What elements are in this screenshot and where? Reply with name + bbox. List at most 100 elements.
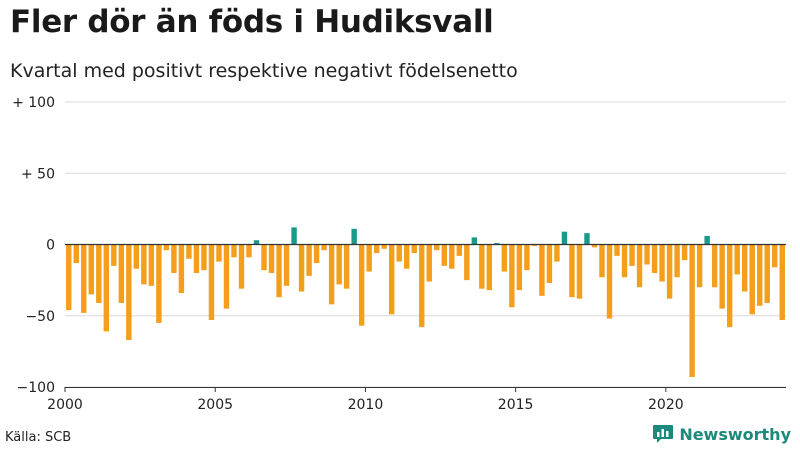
bar-negative (298, 244, 305, 292)
x-tick-label: 2000 (47, 397, 83, 413)
bar-negative (103, 244, 110, 332)
bar-negative (343, 244, 350, 289)
bar-negative (88, 244, 94, 295)
bar-negative (524, 244, 530, 271)
bar-positive (584, 233, 590, 245)
bar-negative (381, 244, 387, 249)
bar-positive (494, 243, 500, 245)
bar-negative (629, 244, 635, 266)
bar-negative (336, 244, 342, 285)
newsworthy-chart-icon (653, 425, 674, 443)
bar-positive (704, 235, 710, 245)
bar-negative (358, 244, 365, 326)
bar-negative (201, 244, 207, 271)
y-tick-label: + 50 (21, 166, 55, 182)
bar-negative (268, 244, 275, 273)
bar-negative (133, 244, 140, 269)
x-tick-label: 2005 (197, 397, 233, 413)
bar-negative (223, 244, 230, 309)
bar-negative (726, 244, 733, 328)
bar-negative (741, 244, 748, 292)
bar-negative (231, 244, 237, 258)
bar-positive (253, 240, 260, 245)
bar-negative (111, 244, 117, 266)
bar-negative (186, 244, 192, 259)
source-label: Källa: SCB (5, 430, 72, 445)
bar-negative (531, 244, 538, 246)
bar-negative (606, 244, 613, 319)
bar-negative (711, 244, 718, 288)
bar-negative (779, 244, 785, 321)
bar-negative (366, 244, 372, 272)
x-tick-label: 2010 (348, 397, 384, 413)
bar-negative (757, 244, 763, 306)
bar-negative (141, 244, 147, 285)
chart-subtitle: Kvartal med positivt respektive negativt… (10, 60, 518, 82)
bar-negative (644, 244, 650, 265)
bar-negative (659, 244, 665, 282)
bar-negative (238, 244, 245, 289)
chart-title: Fler dör än föds i Hudiksvall (10, 4, 494, 40)
bar-negative (569, 244, 575, 298)
x-tick-label: 2020 (648, 397, 684, 413)
bar-negative (449, 244, 455, 269)
bar-negative (734, 244, 740, 275)
bar-negative (81, 244, 87, 313)
bar-negative (178, 244, 185, 293)
bar-negative (651, 244, 658, 273)
bar-positive (561, 231, 568, 245)
bar-negative (156, 244, 162, 323)
bar-negative (772, 244, 778, 268)
bar-negative (546, 244, 553, 283)
bar-negative (509, 244, 515, 308)
bar-negative (689, 244, 695, 378)
bar-negative (456, 244, 463, 256)
bar-negative (681, 244, 688, 261)
bar-negative (666, 244, 673, 299)
bar-negative (486, 244, 493, 291)
bar-negative (539, 244, 545, 296)
bar-negative (193, 244, 200, 273)
bar-negative (426, 244, 432, 282)
bar-negative (396, 244, 402, 262)
bar-positive (471, 237, 478, 245)
bar-negative (764, 244, 770, 303)
y-tick-label: + 100 (12, 95, 55, 111)
x-tick-label: 2015 (498, 397, 534, 413)
y-tick-label: −50 (25, 309, 55, 325)
bar-negative (749, 244, 755, 315)
y-tick-label: −100 (17, 380, 55, 396)
bar-negative (554, 244, 560, 262)
bar-negative (276, 244, 282, 298)
bar-negative (321, 244, 327, 251)
bar-negative (171, 244, 177, 273)
bar-negative (434, 244, 440, 251)
bar-negative (516, 244, 523, 291)
bar-negative (621, 244, 628, 278)
bar-negative (163, 244, 170, 251)
bar-negative (118, 244, 125, 303)
bar-negative (464, 244, 470, 281)
bar-negative (576, 244, 583, 299)
bar-negative (373, 244, 380, 254)
bar-negative (261, 244, 267, 271)
bar-negative (96, 244, 102, 303)
y-tick-label: 0 (46, 238, 55, 254)
bar-negative (419, 244, 425, 328)
bar-negative (404, 244, 410, 269)
bar-negative (328, 244, 335, 305)
bar-negative (719, 244, 725, 309)
bar-negative (73, 244, 79, 264)
bar-negative (388, 244, 395, 315)
bar-positive (351, 228, 357, 245)
brand-name: Newsworthy (679, 424, 791, 444)
bar-negative (411, 244, 417, 254)
bar-negative (306, 244, 312, 276)
bar-negative (66, 244, 72, 311)
bar-negative (591, 244, 598, 248)
bar-negative (441, 244, 447, 266)
bar-negative (636, 244, 643, 288)
bar-negative (674, 244, 680, 278)
bar-negative (479, 244, 485, 289)
